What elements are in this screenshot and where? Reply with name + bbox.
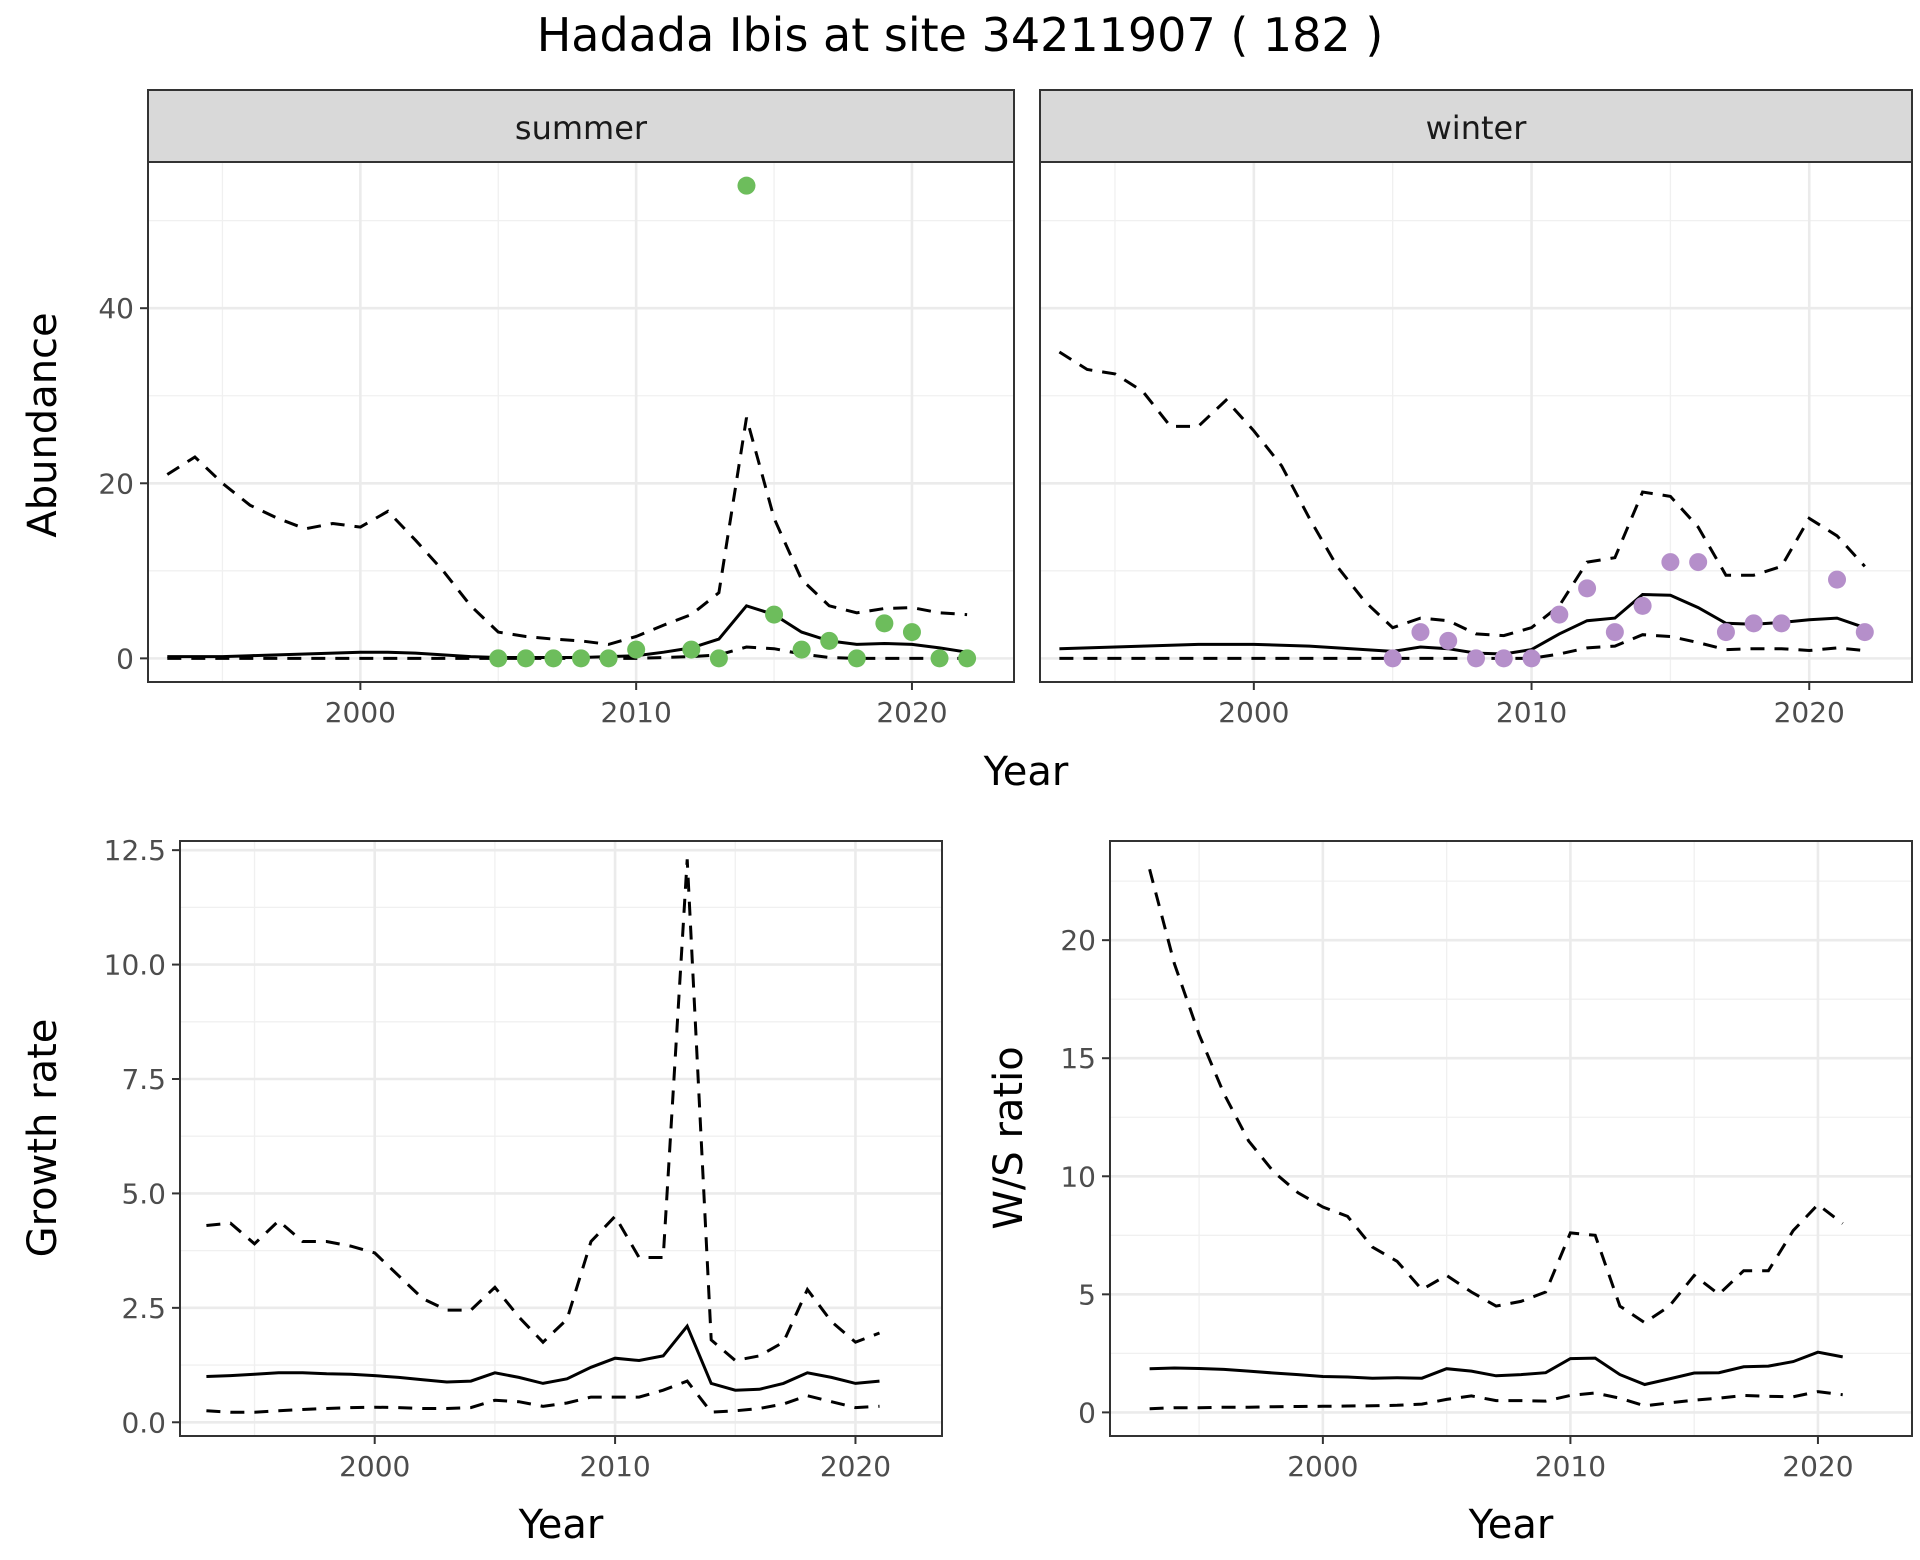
y-tick-label: 5: [1078, 1278, 1096, 1311]
panel-border: [1039, 161, 1913, 683]
data-point: [1828, 570, 1847, 589]
x-tick-label: 2000: [1218, 696, 1289, 729]
data-point: [489, 649, 508, 668]
data-point: [792, 640, 811, 659]
lower-ci-line: [1149, 1390, 1843, 1411]
y-tick-label: 15: [1060, 1042, 1096, 1075]
y-tick-label: 0: [116, 642, 134, 675]
x-tick-label: 2010: [1496, 696, 1567, 729]
data-point: [1716, 623, 1735, 642]
y-tick-label: 20: [98, 467, 134, 500]
y-tick-label: 7.5: [121, 1063, 166, 1096]
upper-ci-line: [1058, 350, 1866, 638]
upper-ci-line: [1148, 868, 1844, 1325]
x-tick-label: 2010: [579, 1450, 650, 1483]
lower-ci-line: [167, 645, 968, 660]
data-point: [1744, 614, 1763, 633]
x-tick-label: 2010: [1535, 1450, 1606, 1483]
data-point: [709, 649, 728, 668]
data-point: [1411, 623, 1430, 642]
data-point: [737, 176, 756, 195]
data-point: [820, 631, 839, 650]
upper-ci-line: [206, 859, 881, 1363]
y-tick-label: 20: [1060, 924, 1096, 957]
data-point: [902, 623, 921, 642]
panel-growth-rate: 0.0 2.5 5.0 7.5 10.0 12.5 2000 2010 2020 Growth…: [20, 834, 943, 1548]
data-point: [516, 649, 535, 668]
y-tick-label: 5.0: [121, 1177, 166, 1210]
data-point: [1467, 649, 1485, 668]
data-point: [958, 649, 977, 668]
y-axis-title: Growth rate: [20, 1019, 66, 1258]
y-tick-label: 10.0: [104, 949, 166, 982]
x-tick-label: 2020: [876, 696, 947, 729]
fit-line: [1059, 592, 1866, 656]
x-tick-label: 2020: [820, 1450, 891, 1483]
x-axis-title: Year: [518, 1502, 604, 1548]
lower-ci-line: [1059, 633, 1865, 660]
x-tick-label: 2000: [1287, 1450, 1358, 1483]
data-point: [627, 640, 646, 659]
data-point: [765, 605, 784, 624]
data-point: [847, 649, 866, 668]
lower-ci-line: [206, 1379, 880, 1414]
fit-line: [1149, 1350, 1843, 1387]
y-axis-title: W/S ratio: [986, 1046, 1032, 1229]
data-point: [572, 649, 590, 668]
x-tick-label: 2000: [339, 1450, 410, 1483]
data-point: [1550, 605, 1569, 624]
data-point: [1605, 623, 1624, 642]
data-point: [1494, 649, 1513, 668]
panel-abundance-winter: winter 2000 2010 2020: [1039, 89, 1913, 729]
data-point: [1855, 623, 1874, 642]
facet-strip-label: winter: [1426, 109, 1528, 147]
panel-border: [179, 840, 943, 1437]
x-tick-label: 2000: [325, 696, 396, 729]
data-point: [930, 649, 949, 668]
y-tick-label: 10: [1060, 1160, 1096, 1193]
panel-ws-ratio: 0 5 10 15 20 2000 2010 2020 W/S ratio Year: [986, 840, 1913, 1548]
x-tick-label: 2010: [601, 696, 672, 729]
data-point: [1439, 631, 1458, 650]
data-point: [1689, 553, 1708, 572]
panel-border: [147, 161, 1015, 683]
data-point: [875, 614, 894, 633]
x-axis-title: Year: [983, 749, 1069, 795]
y-axis-title: Abundance: [20, 312, 66, 537]
facet-strip-winter: [1039, 89, 1913, 163]
panel-abundance-summer: summer 0 20 40 2000 2010 2020: [98, 89, 1015, 729]
fit-line: [206, 1323, 880, 1392]
y-tick-label: 12.5: [104, 834, 166, 867]
data-point: [1383, 649, 1402, 668]
upper-ci-line: [166, 417, 968, 646]
data-point: [1578, 579, 1597, 598]
facet-strip-label: summer: [515, 109, 648, 147]
data-point: [1661, 553, 1680, 572]
data-point: [1772, 614, 1791, 633]
x-tick-label: 2020: [1774, 696, 1845, 729]
data-point: [544, 649, 563, 668]
y-tick-label: 40: [98, 292, 134, 325]
x-axis-title: Year: [1468, 1502, 1554, 1548]
y-tick-label: 0: [1078, 1396, 1096, 1429]
facet-strip-summer: [147, 89, 1015, 163]
data-point: [599, 649, 618, 668]
fit-line: [167, 604, 968, 659]
data-point: [682, 640, 701, 659]
x-tick-label: 2020: [1782, 1450, 1853, 1483]
page-title: Hadada Ibis at site 34211907 ( 182 ): [536, 8, 1384, 62]
data-point: [1522, 649, 1541, 668]
panel-border: [1109, 840, 1913, 1437]
y-tick-label: 0.0: [121, 1406, 166, 1439]
data-point: [1633, 596, 1652, 615]
y-tick-label: 2.5: [121, 1292, 166, 1325]
